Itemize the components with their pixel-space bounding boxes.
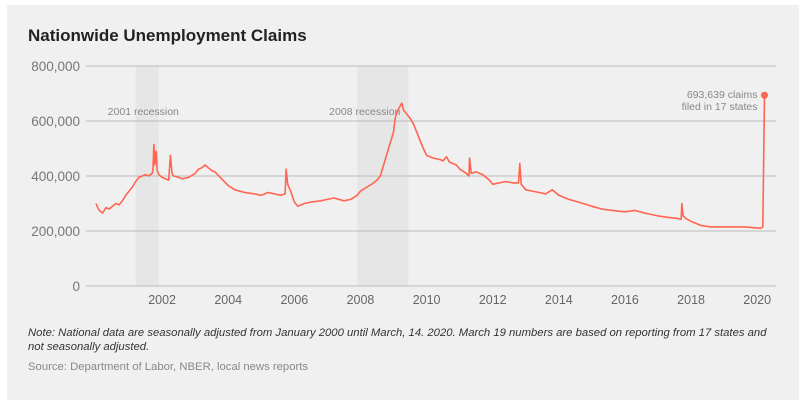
chart-title: Nationwide Unemployment Claims (28, 26, 307, 45)
y-tick-label: 600,000 (31, 114, 80, 129)
claims-line (95, 95, 766, 230)
x-tick-label: 2016 (611, 293, 639, 307)
x-tick-label: 2006 (280, 293, 308, 307)
y-tick-label: 0 (72, 279, 80, 294)
x-tick-label: 2020 (743, 293, 771, 307)
x-tick-label: 2014 (545, 293, 573, 307)
latest-point-marker (760, 91, 768, 99)
x-tick-label: 2004 (214, 293, 242, 307)
y-tick-label: 400,000 (31, 169, 80, 184)
chart-source: Source: Department of Labor, NBER, local… (28, 361, 309, 373)
x-tick-label: 2012 (479, 293, 507, 307)
x-tick-label: 2010 (413, 293, 441, 307)
x-tick-label: 2018 (677, 293, 705, 307)
annotation-line1: 693,639 claims (687, 89, 758, 101)
y-tick-label: 200,000 (31, 224, 80, 239)
recession-label: 2001 recession (108, 106, 179, 118)
recession-label: 2008 recession (329, 106, 400, 118)
x-tick-label: 2008 (347, 293, 375, 307)
chart-note: Note: National data are seasonally adjus… (28, 327, 767, 353)
y-tick-label: 800,000 (31, 59, 80, 74)
x-tick-label: 2002 (148, 293, 176, 307)
annotation-line2: filed in 17 states (682, 101, 758, 113)
